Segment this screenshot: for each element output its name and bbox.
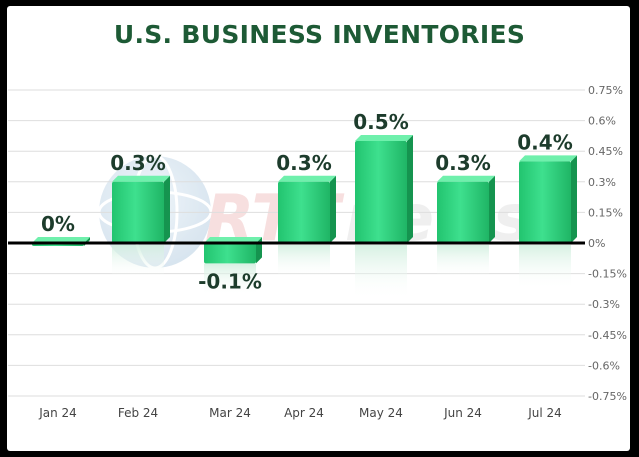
bar	[278, 175, 336, 243]
data-label: 0.3%	[110, 151, 165, 175]
bar-reflection	[278, 245, 330, 279]
data-label: 0.5%	[353, 110, 408, 134]
bar	[112, 175, 170, 243]
bar	[204, 237, 262, 264]
y-tick-label: 0.15%	[588, 206, 623, 219]
bar	[519, 155, 577, 243]
bar-reflection	[204, 263, 256, 296]
y-tick-label: -0.75%	[588, 390, 627, 403]
data-label: 0.3%	[435, 151, 490, 175]
data-label: 0.4%	[517, 130, 572, 154]
y-tick-label: 0.6%	[588, 115, 616, 128]
y-tick-label: -0.45%	[588, 329, 627, 342]
x-category-label: Feb 24	[118, 406, 158, 420]
chart-title: U.S. BUSINESS INVENTORIES	[113, 20, 526, 49]
y-tick-label: -0.6%	[588, 359, 620, 372]
bar-reflection	[112, 245, 164, 279]
bar-reflection	[519, 245, 571, 290]
y-tick-label: -0.15%	[588, 268, 627, 281]
x-category-label: Apr 24	[284, 406, 324, 420]
bar-reflection	[437, 245, 489, 279]
data-label: -0.1%	[198, 269, 262, 293]
data-label: 0.3%	[276, 151, 331, 175]
x-category-label: Mar 24	[209, 406, 251, 420]
bar	[437, 175, 495, 243]
bar-reflection	[355, 245, 407, 300]
y-tick-label: 0.3%	[588, 176, 616, 189]
y-tick-label: 0.45%	[588, 145, 623, 158]
y-tick-label: 0.75%	[588, 84, 623, 97]
y-tick-label: -0.3%	[588, 298, 620, 311]
x-category-label: Jan 24	[38, 406, 77, 420]
x-category-label: Jun 24	[443, 406, 482, 420]
x-category-label: May 24	[359, 406, 403, 420]
data-label: 0%	[41, 212, 75, 236]
x-category-label: Jul 24	[527, 406, 562, 420]
y-tick-label: 0%	[588, 237, 605, 250]
bar	[355, 135, 413, 243]
